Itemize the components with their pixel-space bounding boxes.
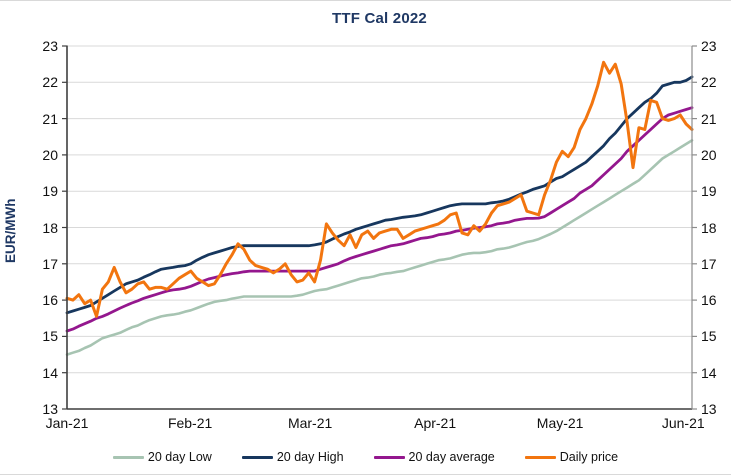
x-tick-label: May-21: [536, 415, 584, 431]
legend-line-swatch: [241, 455, 273, 459]
y-tick-label-right: 17: [701, 255, 717, 272]
y-tick-label-left: 20: [42, 146, 58, 163]
y-tick-label-right: 21: [701, 110, 717, 127]
legend-line-swatch: [524, 455, 556, 459]
x-tick-label: Mar-21: [287, 415, 333, 431]
y-tick-label-right: 14: [701, 364, 717, 381]
chart-title: TTF Cal 2022: [332, 10, 427, 27]
y-tick-label-right: 15: [701, 328, 717, 345]
y-tick-label-right: 20: [701, 146, 717, 163]
legend-item: 20 day average: [373, 450, 495, 464]
legend-line-swatch: [112, 455, 144, 459]
legend-item: Daily price: [524, 450, 619, 464]
y-tick-label-left: 18: [42, 219, 58, 236]
x-tick-label: Apr-21: [414, 415, 457, 431]
y-tick-label-left: 23: [42, 38, 58, 54]
legend-label: 20 day High: [276, 450, 344, 464]
y-tick-label-right: 16: [701, 292, 717, 309]
legend-item: 20 day Low: [112, 450, 212, 464]
legend-label: 20 day average: [408, 450, 495, 464]
y-tick-label-left: 16: [42, 292, 58, 309]
x-tick-label: Jan-21: [45, 415, 89, 431]
y-tick-label-right: 19: [701, 183, 717, 200]
legend-label: 20 day Low: [147, 450, 212, 464]
legend-label: Daily price: [559, 450, 619, 464]
y-tick-label-left: 22: [42, 74, 58, 91]
y-tick-label-right: 23: [701, 38, 717, 54]
legend-line-swatch: [373, 455, 405, 459]
y-tick-label-right: 13: [701, 401, 717, 417]
y-tick-label-left: 15: [42, 328, 58, 345]
y-tick-label-right: 22: [701, 74, 717, 91]
y-tick-label-left: 19: [42, 183, 58, 200]
legend-item: 20 day High: [241, 450, 344, 464]
x-tick-label: Jun-21: [661, 415, 705, 431]
legend: 20 day Low 20 day High 20 day average Daily…: [0, 446, 731, 468]
y-tick-label-left: 21: [42, 110, 58, 127]
y-tick-label-left: 17: [42, 255, 58, 272]
y-tick-label-left: 14: [42, 364, 58, 381]
y-tick-label-left: 13: [42, 401, 58, 417]
y-tick-label-right: 18: [701, 219, 717, 236]
x-tick-label: Feb-21: [167, 415, 213, 431]
